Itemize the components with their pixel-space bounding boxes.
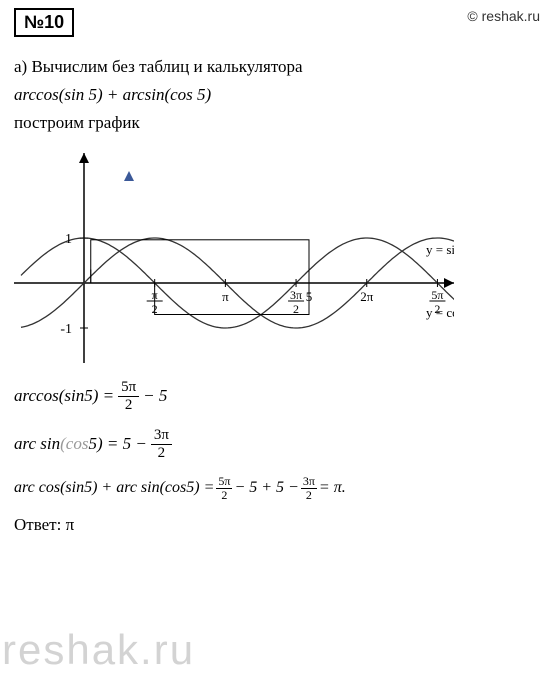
eq1-left: arccos(sin5) = xyxy=(14,386,114,406)
eq2-fraction: 3π 2 xyxy=(151,427,172,461)
svg-text:π: π xyxy=(152,288,158,302)
equation-2: arc sin(cos5) = 5 − 3π 2 xyxy=(14,427,540,461)
answer: Ответ: π xyxy=(14,515,540,535)
svg-text:2: 2 xyxy=(293,302,299,316)
intro-text: а) Вычислим без таблиц и калькулятора xyxy=(14,57,540,77)
svg-text:π: π xyxy=(222,289,229,304)
eq3-left: arc cos(sin5) + arc sin(cos5) = xyxy=(14,479,214,497)
problem-number: №10 xyxy=(14,8,74,37)
watermark-bottom: reshak.ru xyxy=(2,626,195,674)
eq1-right: − 5 xyxy=(143,386,167,406)
svg-text:5π: 5π xyxy=(431,288,443,302)
eq3-frac1: 5π 2 xyxy=(216,475,232,501)
svg-text:-1: -1 xyxy=(60,322,72,337)
equation-3: arc cos(sin5) + arc sin(cos5) = 5π 2 − 5… xyxy=(14,475,540,501)
build-graph-text: построим график xyxy=(14,113,540,133)
eq3-right: = π. xyxy=(319,479,346,497)
svg-text:2π: 2π xyxy=(360,289,374,304)
svg-text:1: 1 xyxy=(65,232,72,247)
svg-text:y = sin x: y = sin x xyxy=(426,242,454,257)
eq2-left: arc sin(cos5) = 5 − xyxy=(14,434,147,454)
expression: arccos(sin 5) + arcsin(cos 5) xyxy=(14,85,540,105)
equation-1: arccos(sin5) = 5π 2 − 5 xyxy=(14,379,540,413)
eq1-fraction: 5π 2 xyxy=(118,379,139,413)
watermark-top: © reshak.ru xyxy=(467,8,540,24)
svg-text:5: 5 xyxy=(306,289,313,304)
chart: 1-1π2π3π252π5π2y = sin xy = cos x xyxy=(14,153,454,363)
svg-text:3π: 3π xyxy=(290,288,302,302)
eq3-mid: − 5 + 5 − xyxy=(234,479,298,497)
eq3-frac2: 3π 2 xyxy=(301,475,317,501)
svg-text:y = cos x: y = cos x xyxy=(426,305,454,320)
svg-text:2: 2 xyxy=(152,302,158,316)
